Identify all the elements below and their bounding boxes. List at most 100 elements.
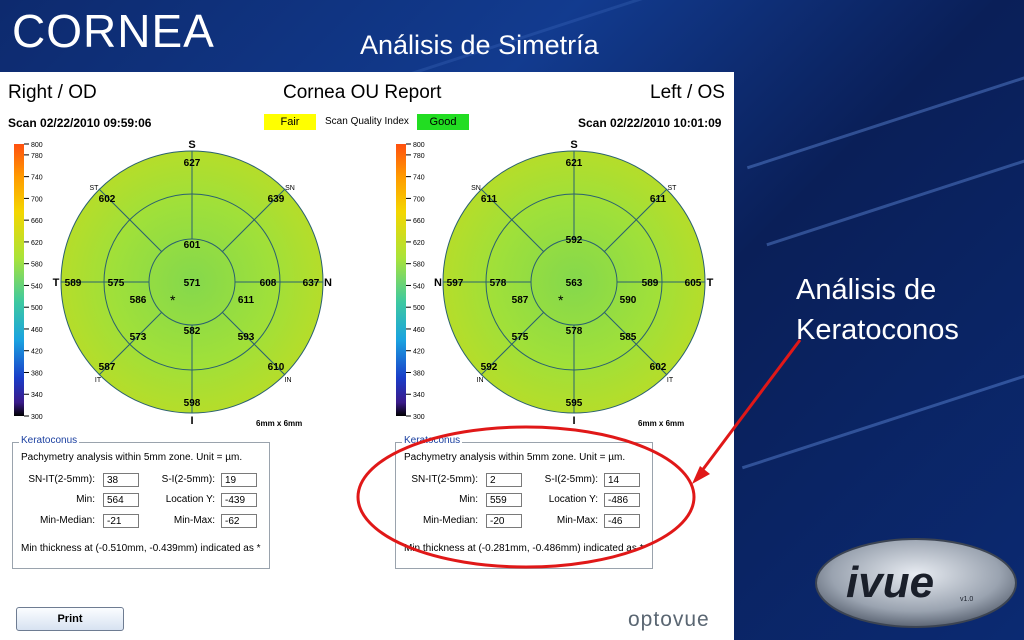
scale-tick-label: 700 (31, 196, 43, 203)
scale-ticks: 800 780 740 700 660 620 580 540 500 460 420 380 340 3… (406, 142, 425, 421)
map-value: 610 (268, 362, 285, 373)
map-value: 597 (447, 278, 464, 289)
direction-label: S (570, 139, 577, 151)
map-value: 563 (566, 278, 583, 289)
right-scan-date: Scan 02/22/2010 09:59:06 (8, 116, 152, 130)
map-value: 602 (99, 194, 116, 205)
map-value: 611 (650, 194, 667, 205)
scale-tick-label: 380 (413, 370, 425, 377)
map-value: 592 (481, 362, 498, 373)
map-value: 589 (65, 278, 82, 289)
min-field[interactable]: 564 (103, 493, 139, 507)
map-value: 582 (184, 326, 201, 337)
min-median-field[interactable]: -21 (103, 514, 139, 528)
octant-label: ST (668, 185, 678, 192)
scale-tick-label: 780 (413, 153, 425, 160)
scale-tick-label: 620 (413, 240, 425, 247)
scale-tick-label: 540 (31, 283, 43, 290)
direction-label: N (324, 277, 332, 289)
scale-tick-label: 300 (413, 414, 425, 421)
field-label: Min: (459, 494, 478, 505)
report-window: Right / OD Cornea OU Report Left / OS Sc… (0, 72, 734, 640)
field-label: Min-Median: (39, 515, 95, 526)
map-value: 575 (512, 332, 529, 343)
scale-tick-label: 420 (31, 349, 43, 356)
keratoconus-panel-right: Keratoconus Pachymetry analysis within 5… (12, 435, 270, 569)
map-value: 573 (130, 332, 147, 343)
map-value: 608 (260, 278, 277, 289)
scale-tick-label: 420 (413, 349, 425, 356)
quality-badge-left: Good (417, 114, 469, 130)
scale-tick-label: 580 (413, 262, 425, 269)
min-max-field[interactable]: -62 (221, 514, 257, 528)
right-thickness-map: 800 780 740 700 660 620 580 540 500 460 420 380 340 3… (14, 139, 332, 428)
map-value: 637 (303, 278, 320, 289)
min-field[interactable]: 559 (486, 493, 522, 507)
side-note-line: Análisis de (796, 274, 937, 306)
octant-label: SN (471, 185, 481, 192)
scale-tick-label: 540 (413, 283, 425, 290)
octant-label: ST (90, 185, 100, 192)
ivue-wordmark: ivue (846, 558, 934, 607)
map-value: 592 (566, 235, 583, 246)
direction-label: I (190, 415, 193, 427)
map-value: 587 (99, 362, 116, 373)
field-label: SN-IT(2-5mm): (411, 474, 478, 485)
keratoconus-panel-left: Keratoconus Pachymetry analysis within 5… (395, 435, 653, 569)
field-label: Min-Max: (173, 515, 215, 526)
ivue-version: v1.0 (960, 596, 973, 603)
map-value: 590 (620, 295, 637, 306)
direction-label: T (707, 277, 714, 289)
sn-it-field[interactable]: 2 (486, 473, 522, 487)
scale-tick-label: 500 (413, 305, 425, 312)
octant-label: SN (285, 185, 295, 192)
scale-tick-label: 340 (413, 392, 425, 399)
map-value: 589 (642, 278, 659, 289)
scale-tick-label: 460 (31, 327, 43, 334)
field-label: Min-Median: (422, 515, 478, 526)
scale-tick-label: 460 (413, 327, 425, 334)
print-button[interactable]: Print (16, 607, 124, 631)
scale-tick-label: 800 (413, 142, 425, 149)
min-median-field[interactable]: -20 (486, 514, 522, 528)
field-label: SN-IT(2-5mm): (28, 474, 95, 485)
field-label: Min: (76, 494, 95, 505)
map-size-label: 6mm x 6mm (638, 419, 684, 428)
panel-legend: Keratoconus (19, 435, 80, 446)
left-scan-date: Scan 02/22/2010 10:01:09 (578, 116, 722, 130)
map-value: 586 (130, 295, 147, 306)
map-value: 593 (238, 332, 255, 343)
location-y-field[interactable]: -486 (604, 493, 640, 507)
slide-subtitle: Análisis de Simetría (360, 30, 599, 60)
field-label: S-I(2-5mm): (161, 474, 215, 485)
map-value: 578 (566, 326, 583, 337)
s-i-field[interactable]: 19 (221, 473, 257, 487)
scale-tick-label: 780 (31, 153, 43, 160)
map-value: 595 (566, 398, 583, 409)
location-y-field[interactable]: -439 (221, 493, 257, 507)
map-size-label: 6mm x 6mm (256, 419, 302, 428)
field-label: Location Y: (165, 494, 215, 505)
left-eye-label: Left / OS (650, 82, 725, 103)
scale-tick-label: 580 (31, 262, 43, 269)
sn-it-field[interactable]: 38 (103, 473, 139, 487)
map-value: 627 (184, 158, 201, 169)
scale-tick-label: 740 (31, 175, 43, 182)
map-value: 611 (238, 295, 255, 306)
map-value: 598 (184, 398, 201, 409)
min-thickness-note: Min thickness at (-0.510mm, -0.439mm) in… (21, 543, 261, 554)
direction-label: N (434, 277, 442, 289)
annotation-arrow (696, 339, 802, 477)
report-title: Cornea OU Report (283, 82, 442, 103)
thickness-color-scale (14, 144, 24, 416)
octant-label: IN (477, 377, 484, 384)
s-i-field[interactable]: 14 (604, 473, 640, 487)
quality-badge-right: Fair (264, 114, 316, 130)
left-thickness-map: 800 780 740 700 660 620 580 540 500 460 420 380 340 3… (396, 139, 714, 428)
scale-tick-label: 620 (31, 240, 43, 247)
map-value: 611 (481, 194, 498, 205)
scale-tick-label: 340 (31, 392, 43, 399)
scale-ticks: 800 780 740 700 660 620 580 540 500 460 420 380 340 3… (24, 142, 43, 421)
min-max-field[interactable]: -46 (604, 514, 640, 528)
